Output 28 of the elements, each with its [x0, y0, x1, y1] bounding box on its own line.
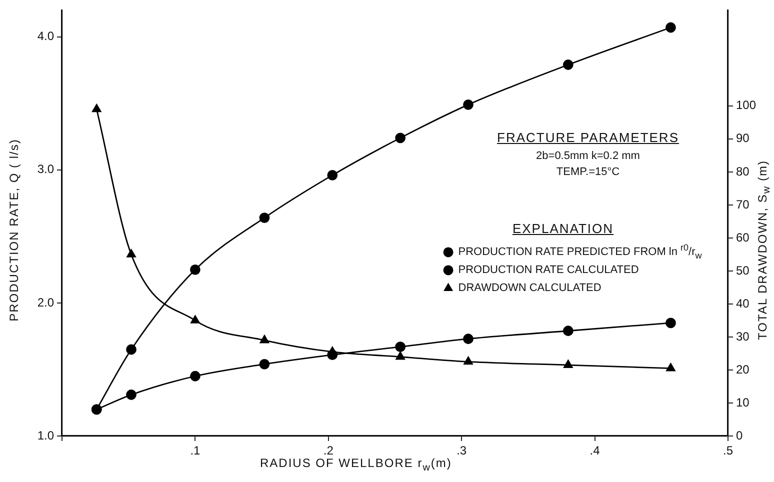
annotation: FRACTURE PARAMETERS: [497, 130, 679, 145]
annotation: TEMP.=15°C: [556, 166, 620, 178]
y2-tick-label: 10: [736, 395, 750, 410]
y2-tick-label: 50: [736, 263, 750, 278]
y2-tick-label: 40: [736, 296, 750, 310]
y2-tick-label: 80: [736, 164, 750, 178]
annotation: 2b=0.5mm k=0.2 mm: [536, 150, 640, 162]
x-tick-label: .1: [190, 444, 201, 458]
y2-tick-label: 90: [736, 131, 750, 146]
y2-tick-label: 70: [736, 197, 750, 212]
x-tick-label: .5: [722, 444, 734, 458]
y2-tick-label: 20: [736, 362, 750, 376]
y2-tick-label: 30: [736, 329, 750, 344]
y-tick-label: 2.0: [37, 295, 54, 310]
legend-label: PRODUCTION RATE CALCULATED: [458, 264, 639, 276]
y2-tick-label: 60: [736, 230, 750, 244]
y-tick-label: 4.0: [37, 29, 54, 44]
y-tick-label: 3.0: [37, 162, 54, 176]
x-tick-label: .4: [590, 444, 600, 458]
y2-tick-label: 0: [736, 428, 743, 442]
y2-tick-label: 100: [736, 98, 756, 112]
y-axis-title: PRODUCTION RATE, Q ( l/s): [7, 138, 21, 322]
x-tick-label: .3: [456, 444, 467, 458]
y-tick-label: 1.0: [37, 428, 54, 442]
x-axis-title: RADIUS OF WELLBORE r$_{w}$(m): [260, 456, 452, 474]
x-tick-label: .2: [323, 444, 334, 458]
legend-label: DRAWDOWN CALCULATED: [458, 282, 602, 294]
legend-title: EXPLANATION: [512, 221, 614, 236]
